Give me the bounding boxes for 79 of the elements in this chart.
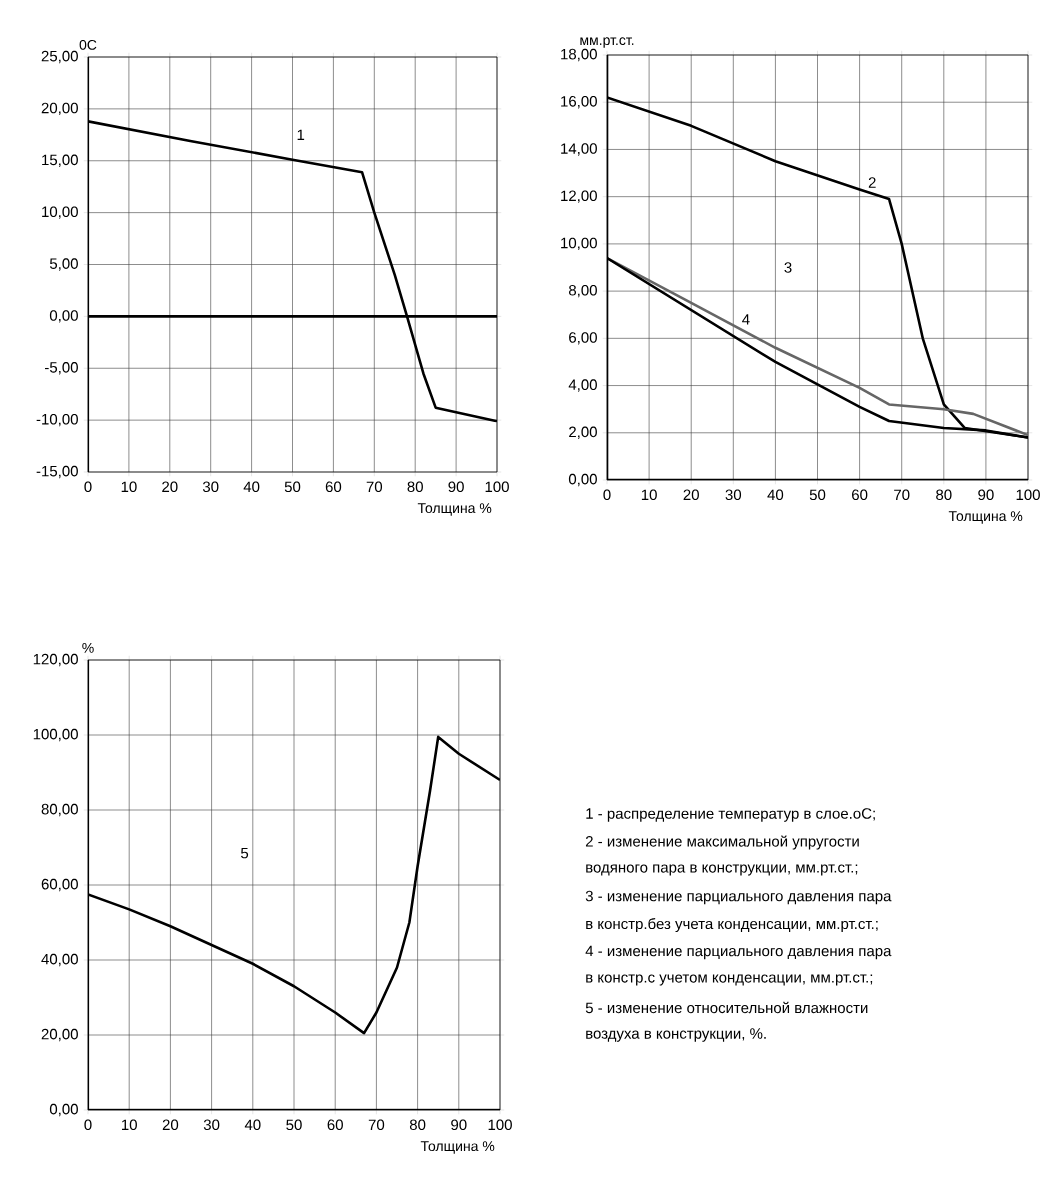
- x-tick-label: 10: [122, 1119, 137, 1131]
- x-tick-label: 40: [767, 489, 784, 501]
- y-tick-label: 25,00: [41, 50, 78, 64]
- x-tick-label: 70: [366, 481, 383, 493]
- y-tick-label: 0,00: [49, 1103, 78, 1117]
- annotation: 4: [742, 314, 750, 325]
- y-tick-label: 0,00: [568, 473, 597, 487]
- y-tick-label: -15,00: [36, 465, 78, 479]
- annotation: 1: [297, 129, 305, 140]
- y-tick-label: 0,00: [49, 310, 78, 323]
- text: 4 - изменение парциального давления пара: [585, 945, 892, 960]
- y-tick-label: -10,00: [36, 413, 78, 427]
- text: 3 - изменение парциального давления пара: [585, 890, 892, 905]
- text: водяного пара в конструкции, мм.рт.ст.;: [586, 864, 858, 876]
- y-tick-label: 120,00: [33, 653, 78, 667]
- x-tick-label: 50: [284, 481, 301, 493]
- x-tick-label: 30: [725, 489, 742, 501]
- y-tick-label: 20,00: [41, 102, 78, 116]
- x-tick-label: 90: [451, 1119, 467, 1131]
- x-tick-label: 80: [409, 1119, 426, 1131]
- y-axis-title: мм.рт.ст.: [580, 37, 634, 48]
- y-tick-label: 5,00: [49, 258, 78, 271]
- annotation: 2: [868, 177, 876, 188]
- x-tick-label: 0: [603, 489, 611, 501]
- text: воздуха в конструкции, %.: [586, 1028, 766, 1042]
- x-tick-label: 60: [852, 489, 868, 501]
- x-tick-label: 80: [407, 481, 423, 493]
- y-tick-label: 8,00: [569, 284, 597, 298]
- x-tick-label: 70: [368, 1119, 385, 1131]
- y-tick-label: 20,00: [41, 1028, 78, 1042]
- x-axis-title: Толщина %: [948, 511, 1023, 524]
- y-tick-label: 18,00: [561, 48, 597, 62]
- x-tick-label: 40: [244, 1119, 261, 1131]
- x-tick-label: 50: [809, 489, 826, 501]
- x-axis-title: Толщина %: [417, 503, 492, 516]
- x-axis-title: Толщина %: [420, 1141, 495, 1154]
- y-axis-title: 0C: [79, 39, 97, 50]
- x-tick-label: 60: [327, 1119, 343, 1131]
- y-tick-label: 12,00: [561, 190, 597, 203]
- text: 1 - распределение температур в слое.оС;: [586, 808, 875, 822]
- text: 5 - изменение относительной влажности: [585, 1001, 868, 1014]
- x-tick-label: 80: [936, 489, 952, 501]
- x-tick-label: 20: [683, 489, 699, 501]
- y-tick-label: 80,00: [41, 803, 78, 817]
- x-tick-label: 60: [325, 481, 342, 493]
- y-tick-label: 4,00: [568, 379, 597, 392]
- annotation: 3: [784, 262, 792, 273]
- x-tick-label: 50: [286, 1119, 302, 1131]
- x-tick-label: 100: [485, 481, 509, 493]
- x-tick-label: 70: [894, 489, 910, 501]
- y-tick-label: 60,00: [41, 878, 78, 892]
- x-tick-label: 100: [1016, 489, 1040, 501]
- x-tick-label: 90: [448, 481, 464, 493]
- y-tick-label: 40,00: [41, 953, 78, 967]
- x-tick-label: 20: [162, 481, 178, 493]
- y-tick-label: 16,00: [561, 96, 597, 109]
- text: в констр.без учета конденсации, мм.рт.ст.;: [586, 917, 878, 933]
- x-tick-label: 100: [488, 1119, 512, 1131]
- y-tick-label: 100,00: [33, 728, 78, 742]
- y-tick-label: 2,00: [569, 426, 597, 439]
- x-tick-label: 10: [641, 489, 657, 501]
- x-tick-label: 10: [121, 481, 137, 493]
- y-tick-label: -5,00: [45, 362, 78, 375]
- x-tick-label: 40: [243, 481, 260, 493]
- y-tick-label: 10,00: [561, 237, 597, 251]
- x-tick-label: 30: [203, 1119, 220, 1131]
- y-axis-title: %: [82, 643, 94, 653]
- x-tick-label: 90: [978, 489, 994, 501]
- x-tick-label: 20: [162, 1119, 179, 1131]
- y-tick-label: 6,00: [569, 332, 597, 345]
- y-tick-label: 14,00: [561, 143, 597, 156]
- annotation: 5: [240, 847, 249, 859]
- y-tick-label: 15,00: [42, 154, 78, 167]
- text: 2 - изменение максимальной упругости: [585, 835, 859, 850]
- x-tick-label: 0: [84, 1119, 92, 1131]
- x-tick-label: 30: [202, 481, 219, 493]
- y-tick-label: 10,00: [42, 206, 78, 219]
- text: в констр.с учетом конденсации, мм.рт.ст.;: [586, 974, 873, 986]
- x-tick-label: 0: [84, 481, 92, 493]
